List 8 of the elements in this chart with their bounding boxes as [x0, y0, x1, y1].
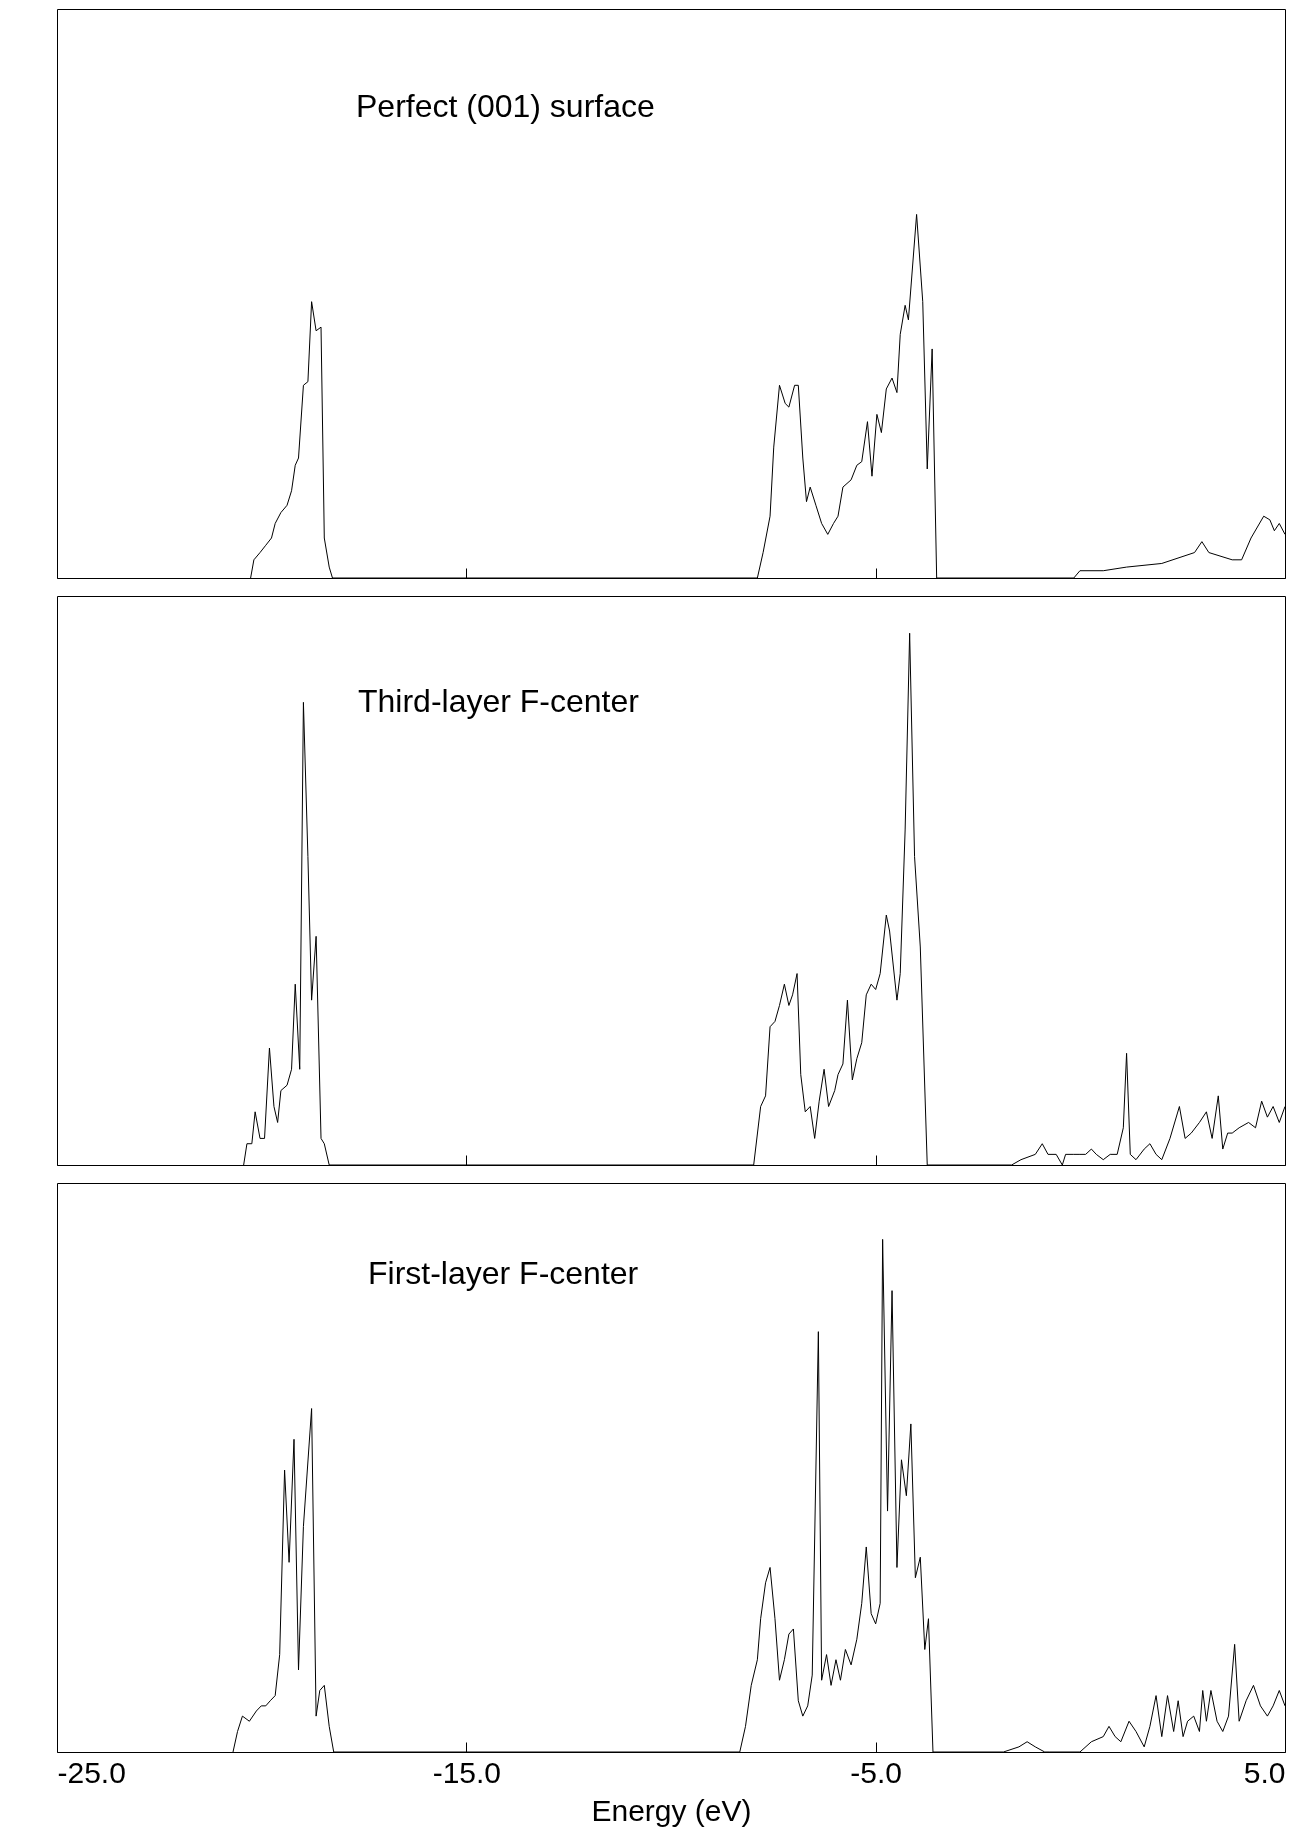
- x-tick-label: -15.0: [432, 1755, 502, 1789]
- x-tick-label: 5.0: [1243, 1755, 1286, 1789]
- text: First-layer F-center: [368, 1255, 639, 1291]
- chart-title: Perfect (001) surface: [356, 88, 655, 124]
- text: Third-layer F-center: [358, 683, 640, 719]
- x-axis-title: Energy (eV): [591, 1793, 752, 1827]
- x-tick-label: -5.0: [850, 1755, 903, 1789]
- x-tick-label: -25.0: [57, 1755, 126, 1789]
